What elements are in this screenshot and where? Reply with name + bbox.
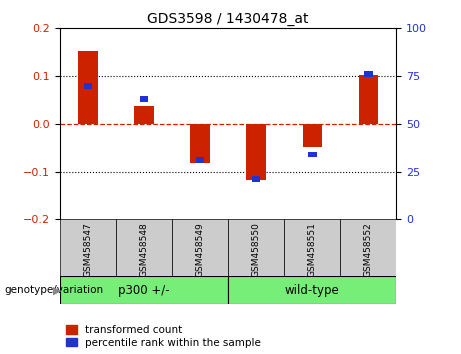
Bar [228, 276, 396, 304]
Bar [228, 219, 284, 276]
Bar [140, 96, 148, 102]
Bar [340, 219, 396, 276]
Text: GSM458547: GSM458547 [83, 222, 93, 277]
Legend: transformed count, percentile rank within the sample: transformed count, percentile rank withi… [65, 324, 262, 349]
Bar [196, 157, 204, 163]
Bar [172, 219, 228, 276]
Text: GSM458551: GSM458551 [308, 222, 317, 277]
Text: genotype/variation: genotype/variation [5, 285, 104, 295]
Text: GSM458548: GSM458548 [140, 222, 148, 277]
Bar [116, 219, 172, 276]
Bar [252, 176, 260, 182]
Text: GSM458549: GSM458549 [195, 222, 205, 277]
Bar [84, 83, 92, 88]
Bar [78, 51, 98, 124]
Bar [302, 124, 322, 147]
Bar [60, 276, 228, 304]
Bar [359, 75, 378, 124]
Bar [190, 124, 210, 163]
Bar [134, 106, 154, 124]
Title: GDS3598 / 1430478_at: GDS3598 / 1430478_at [148, 12, 309, 26]
Text: p300 +/-: p300 +/- [118, 284, 170, 297]
Text: wild-type: wild-type [285, 284, 340, 297]
Bar [247, 124, 266, 180]
Bar [308, 152, 317, 157]
Bar [364, 71, 372, 77]
Text: ▶: ▶ [53, 286, 61, 296]
Bar [60, 219, 116, 276]
Bar [284, 219, 340, 276]
Text: GSM458552: GSM458552 [364, 222, 373, 277]
Text: GSM458550: GSM458550 [252, 222, 261, 277]
